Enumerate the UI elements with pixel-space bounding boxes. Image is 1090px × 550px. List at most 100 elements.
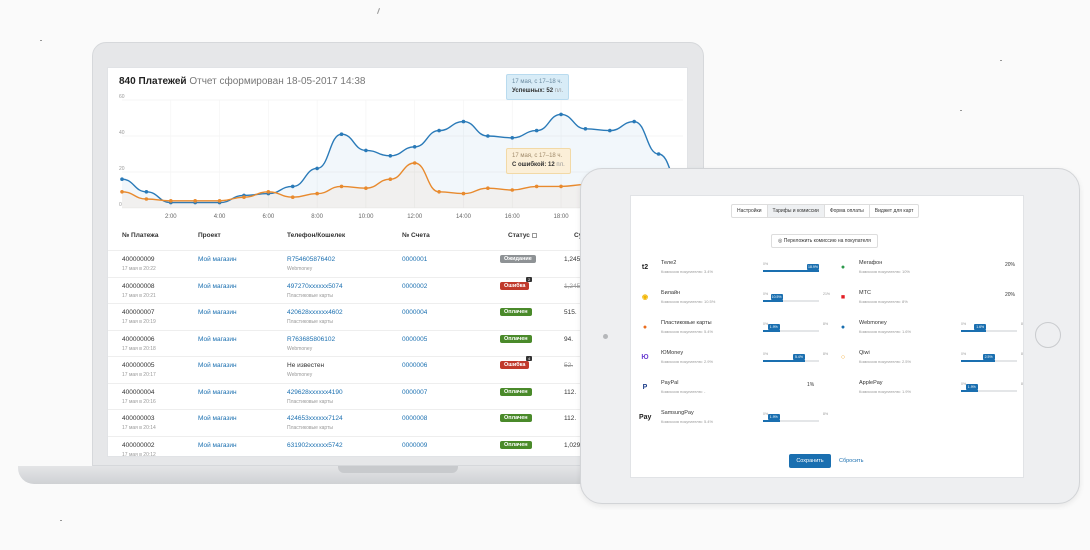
project-link[interactable]: Мой магазин bbox=[198, 256, 237, 263]
method-commission: Комиссия покупателю: 10% bbox=[859, 269, 910, 274]
method-logo-icon bbox=[837, 382, 849, 394]
account-link[interactable]: 0000001 bbox=[402, 256, 428, 263]
slider-fill bbox=[763, 360, 805, 362]
project-link[interactable]: Мой магазин bbox=[198, 415, 237, 422]
th-status[interactable]: Статус bbox=[508, 232, 537, 246]
status-badge[interactable]: Ошибка bbox=[500, 281, 530, 290]
table-row[interactable]: 400000008 17 мая в 20:21 Мой магазин 497270… bbox=[108, 276, 687, 304]
account-link[interactable]: 0000008 bbox=[402, 415, 428, 422]
status-cell: Оплачен bbox=[500, 334, 532, 343]
status-badge[interactable]: Ошибка bbox=[500, 361, 530, 369]
commission-slider[interactable]: 1.9% bbox=[763, 324, 819, 332]
slider-fill bbox=[763, 420, 780, 422]
phone-link[interactable]: Не известен bbox=[287, 362, 325, 369]
account-link[interactable]: 0000007 bbox=[402, 388, 428, 396]
account-link[interactable]: 0000006 bbox=[402, 362, 428, 369]
slider-fill bbox=[961, 330, 987, 332]
project-link[interactable]: Мой магазин bbox=[198, 335, 237, 343]
commission-percent: 20% bbox=[1005, 292, 1016, 298]
slider-knob[interactable]: 1.9% bbox=[767, 414, 780, 420]
slider-knob[interactable]: 1.6% bbox=[974, 324, 987, 330]
th-phone: Телефон/Кошелек bbox=[287, 232, 346, 239]
method-logo-icon: ● bbox=[840, 264, 846, 271]
table-row[interactable]: 400000007 17 мая в 20:19 Мой магазин 420628… bbox=[108, 303, 687, 330]
payment-number-value: 400000008 bbox=[122, 282, 155, 290]
account-link[interactable]: 0000005 bbox=[402, 335, 428, 343]
slider-knob[interactable]: 2.5% bbox=[982, 354, 995, 360]
x-tick-label: 10:00 bbox=[358, 214, 374, 220]
slider-knob[interactable]: 5.4% bbox=[793, 354, 805, 360]
status-badge[interactable]: Оплачен bbox=[500, 334, 532, 343]
status-badge[interactable]: Оплачен bbox=[500, 308, 532, 316]
payment-method-row: Ю ЮMoney Комиссия покупателю: 2.9% 0% 8% 5.4% bbox=[639, 348, 828, 374]
phone-link[interactable]: 424653xxxxxx7124 bbox=[287, 415, 343, 422]
y-tick-label: 60 bbox=[119, 94, 125, 100]
table-row[interactable]: 400000009 17 мая в 20:22 Мой магазин R75460… bbox=[108, 250, 687, 277]
data-point bbox=[437, 128, 441, 133]
table-row[interactable]: 400000003 17 мая в 20:14 Мой магазин 424653… bbox=[108, 409, 687, 436]
phone-link[interactable]: 429628xxxxxx4190 bbox=[287, 388, 343, 396]
method-logo-icon: t2 bbox=[641, 264, 649, 271]
reset-link[interactable]: Сбросить bbox=[839, 458, 864, 464]
account-link[interactable]: 0000002 bbox=[402, 282, 428, 290]
save-button[interactable]: Сохранить bbox=[789, 454, 831, 468]
phone-link[interactable]: R763685806102 bbox=[287, 335, 336, 343]
status-cell: Ошибка4 bbox=[500, 356, 535, 369]
status-badge[interactable]: Оплачен bbox=[500, 440, 532, 449]
phone-link[interactable]: 420628xxxxxx4602 bbox=[287, 309, 343, 316]
payment-date: 17 мая в 20:16 bbox=[122, 398, 156, 405]
slider-knob[interactable]: 18.9% bbox=[807, 264, 819, 270]
commission-slider[interactable]: 1.9% bbox=[763, 414, 819, 422]
slider-knob[interactable]: 1.9% bbox=[767, 324, 780, 330]
status-badge[interactable]: Оплачен bbox=[500, 414, 532, 422]
project-link[interactable]: Мой магазин bbox=[198, 388, 237, 396]
phone-link[interactable]: 497270xxxxxx5074 bbox=[287, 282, 343, 290]
y-tick-label: 40 bbox=[119, 130, 125, 136]
data-point bbox=[412, 145, 417, 149]
status-cell: Ошибка2 bbox=[500, 276, 535, 290]
slider-knob[interactable]: 10.5% bbox=[770, 294, 783, 300]
commission-slider[interactable]: 5.4% bbox=[763, 354, 819, 362]
table-row[interactable]: 400000002 17 мая в 20:12 Мой магазин 631902… bbox=[108, 435, 687, 456]
commission-slider[interactable]: 1.6% bbox=[961, 324, 1017, 332]
status-badge[interactable]: Оплачен bbox=[500, 387, 532, 396]
commission-slider[interactable]: 2.5% bbox=[961, 354, 1017, 362]
x-tick-label: 14:00 bbox=[456, 214, 472, 220]
slider-min-label: 0% bbox=[763, 262, 769, 266]
tab-payment-form[interactable]: Форма оплаты bbox=[825, 205, 870, 217]
status-badge[interactable]: Ожидание bbox=[500, 255, 536, 263]
tab-settings[interactable]: Настройки bbox=[732, 205, 768, 217]
commission-slider[interactable]: 10.5% bbox=[763, 294, 819, 302]
shift-commission-toggle[interactable]: ◎ Переложить комиссию на покупателя bbox=[771, 234, 878, 248]
project-link[interactable]: Мой магазин bbox=[198, 362, 237, 369]
phone-link[interactable]: R754605876402 bbox=[287, 256, 336, 263]
account-link[interactable]: 0000004 bbox=[402, 309, 428, 316]
table-row[interactable]: 400000005 17 мая в 20:17 Мой магазин Не изв… bbox=[108, 356, 687, 383]
slider-min-label: 0% bbox=[961, 352, 967, 356]
tab-card-widget[interactable]: Виджет для карт bbox=[874, 208, 914, 214]
sum-cell: 1,245. bbox=[564, 256, 583, 263]
method-commission: Комиссия покупателю: 1.9% bbox=[859, 389, 912, 394]
slider-knob[interactable]: 1.9% bbox=[965, 384, 978, 390]
data-point bbox=[339, 132, 344, 136]
slider-max-label: 8% bbox=[823, 322, 829, 326]
commission-percent: 20% bbox=[1005, 262, 1016, 268]
slider-max-label: 8% bbox=[1021, 322, 1023, 326]
tab-tariffs[interactable]: Тарифы и комиссии bbox=[767, 205, 825, 217]
method-commission: Комиссия покупателю: 5.4% bbox=[661, 419, 714, 424]
phone-link[interactable]: 631902xxxxxx5742 bbox=[287, 441, 343, 449]
data-point bbox=[656, 152, 661, 156]
tooltip-error-value: 12 bbox=[548, 162, 555, 168]
phone-cell: 429628xxxxxx4190 Пластиковые карты bbox=[287, 389, 343, 405]
commission-slider[interactable]: 1.9% bbox=[961, 384, 1017, 392]
project-link[interactable]: Мой магазин bbox=[198, 282, 237, 290]
commission-slider[interactable]: 18.9% bbox=[763, 264, 819, 272]
sum-cell: 94. bbox=[564, 335, 574, 343]
account-link[interactable]: 0000009 bbox=[402, 441, 428, 449]
project-link[interactable]: Мой магазин bbox=[198, 309, 237, 316]
table-row[interactable]: 400000006 17 мая в 20:18 Мой магазин R76368… bbox=[108, 329, 687, 357]
table-row[interactable]: 400000004 17 мая в 20:16 Мой магазин 429628… bbox=[108, 382, 687, 410]
status-filter-icon[interactable] bbox=[531, 232, 537, 238]
project-link[interactable]: Мой магазин bbox=[198, 441, 237, 449]
data-point bbox=[632, 119, 637, 124]
